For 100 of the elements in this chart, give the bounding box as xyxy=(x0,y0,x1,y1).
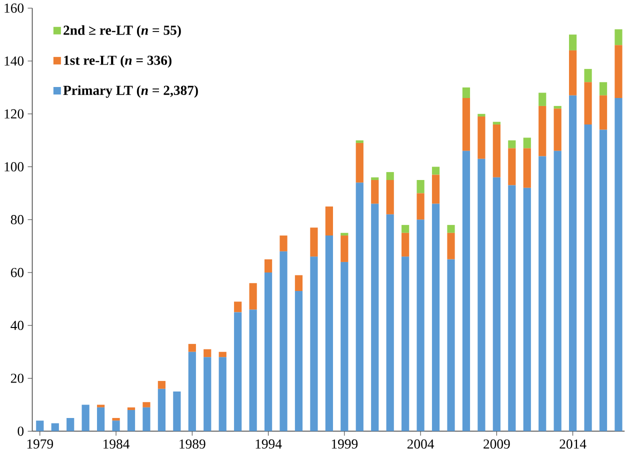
bar xyxy=(386,180,394,214)
bar xyxy=(96,407,105,432)
bar xyxy=(447,232,455,260)
bar xyxy=(584,82,592,124)
bar xyxy=(523,138,531,148)
bar xyxy=(432,204,440,432)
y-tick-label: 20 xyxy=(10,374,24,383)
x-tick-label: 1984 xyxy=(104,439,130,449)
bar xyxy=(447,224,455,233)
bar xyxy=(173,391,181,432)
y-tick-label: 140 xyxy=(4,56,24,66)
bar xyxy=(127,410,136,432)
legend-label: Primary LT (n = 2,387) xyxy=(63,85,198,98)
bar xyxy=(478,114,486,116)
bar xyxy=(204,349,212,358)
bar xyxy=(584,68,592,82)
bar xyxy=(264,272,272,432)
bar xyxy=(96,404,105,408)
bar xyxy=(554,150,562,432)
bar xyxy=(112,418,120,421)
bar xyxy=(447,259,455,432)
bar xyxy=(356,142,364,183)
y-tick-label: 120 xyxy=(4,109,24,118)
bar xyxy=(462,98,470,151)
bar xyxy=(142,402,150,408)
bar xyxy=(432,166,440,175)
bar xyxy=(36,420,44,432)
y-tick-label: 100 xyxy=(4,162,24,172)
x-tick-label: 1999 xyxy=(332,439,358,449)
bar xyxy=(614,98,622,432)
bar xyxy=(538,92,546,106)
x-tick-label: 2004 xyxy=(407,439,434,449)
x-tick-label: 2009 xyxy=(484,439,510,449)
y-tick-label: 80 xyxy=(10,214,24,224)
bar xyxy=(402,224,410,233)
bar xyxy=(523,148,531,188)
bar xyxy=(508,148,516,186)
legend-label: 2nd ≥ re-LT (n = 55) xyxy=(64,25,181,38)
bar xyxy=(584,124,592,432)
bar xyxy=(569,34,577,50)
bar xyxy=(371,180,379,204)
bar xyxy=(188,344,196,352)
bar xyxy=(402,256,410,432)
bar xyxy=(599,130,608,432)
bar xyxy=(340,235,348,262)
bar xyxy=(127,407,136,410)
bar xyxy=(569,95,577,432)
bar xyxy=(249,309,257,432)
bar xyxy=(325,206,333,236)
x-tick-label: 1989 xyxy=(180,439,206,449)
bar xyxy=(599,95,608,130)
bar xyxy=(310,228,318,257)
bar xyxy=(554,108,562,151)
bar xyxy=(204,357,212,432)
bar xyxy=(554,106,562,109)
bar xyxy=(599,82,608,96)
bar xyxy=(158,388,166,432)
bar xyxy=(325,235,333,432)
bar xyxy=(492,177,500,432)
y-tick-label: 60 xyxy=(10,268,24,278)
bar xyxy=(538,106,546,156)
bar xyxy=(523,188,531,432)
bar xyxy=(218,352,226,358)
bar xyxy=(294,290,303,432)
bar xyxy=(508,185,516,432)
bar xyxy=(371,177,379,180)
bar xyxy=(432,174,440,204)
bar xyxy=(188,352,196,432)
bar xyxy=(416,180,424,194)
bar xyxy=(340,262,348,432)
bar xyxy=(66,418,74,432)
y-tick-label: 160 xyxy=(4,3,24,13)
bar xyxy=(386,172,394,180)
bar xyxy=(508,140,516,148)
bar xyxy=(416,193,424,220)
bar xyxy=(478,158,486,432)
bar xyxy=(51,423,59,432)
bar xyxy=(538,156,546,432)
x-tick-label: 2014 xyxy=(560,439,586,449)
legend-label: 1st re-LT (n = 336) xyxy=(64,55,172,68)
y-tick-label: 0 xyxy=(18,426,24,436)
bar xyxy=(82,404,90,432)
bar xyxy=(371,204,379,432)
x-tick-label: 1994 xyxy=(256,439,282,449)
bar xyxy=(112,420,120,432)
bar xyxy=(218,357,226,432)
y-tick-label: 40 xyxy=(10,320,24,330)
bar xyxy=(249,283,257,310)
bar xyxy=(478,116,486,159)
bar xyxy=(234,312,242,432)
bar xyxy=(492,124,500,178)
bar xyxy=(310,256,318,432)
bar xyxy=(340,232,348,236)
bar xyxy=(142,407,150,432)
bar xyxy=(569,50,577,96)
bar xyxy=(462,150,470,432)
bar xyxy=(280,235,288,252)
bar xyxy=(416,220,424,432)
bar xyxy=(280,251,288,432)
bar xyxy=(234,302,242,312)
